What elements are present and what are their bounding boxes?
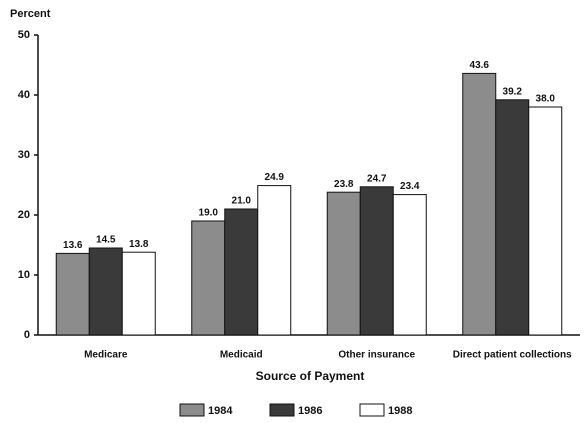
value-label: 21.0 [232, 196, 252, 207]
x-tick-label: Direct patient collections [453, 350, 572, 361]
y-tick-label: 50 [18, 29, 30, 41]
x-axis-label: Source of Payment [256, 369, 365, 383]
legend-label: 1984 [208, 405, 233, 417]
bar [257, 185, 292, 336]
bar [224, 208, 259, 336]
legend-swatch [269, 403, 295, 417]
y-tick-label: 40 [18, 89, 30, 101]
legend-label: 1988 [388, 405, 412, 417]
y-axis-label: Percent [10, 8, 51, 20]
legend-swatch [179, 403, 205, 417]
value-label: 19.0 [199, 208, 219, 219]
y-tick-label: 30 [18, 149, 30, 161]
value-label: 23.4 [400, 181, 420, 192]
y-tick-label: 20 [18, 209, 30, 221]
value-label: 24.9 [265, 172, 285, 183]
value-label: 23.8 [334, 179, 354, 190]
legend-swatch [359, 403, 385, 417]
value-label: 13.6 [63, 240, 83, 251]
x-tick-label: Medicaid [220, 350, 263, 361]
value-label: 13.8 [129, 239, 149, 250]
bar [121, 251, 156, 336]
x-tick-label: Medicare [84, 350, 128, 361]
bar [392, 194, 427, 336]
bar [88, 247, 123, 336]
value-label: 38.0 [536, 94, 556, 105]
bar [528, 106, 563, 336]
value-label: 24.7 [367, 173, 387, 184]
bar [55, 252, 90, 336]
value-label: 14.5 [96, 235, 116, 246]
y-tick-label: 10 [18, 269, 30, 281]
x-tick-label: Other insurance [338, 350, 415, 361]
bar [495, 99, 530, 336]
value-label: 39.2 [503, 86, 523, 97]
bar [326, 191, 361, 336]
value-label: 43.6 [470, 60, 490, 71]
bar [359, 186, 394, 336]
y-tick-label: 0 [24, 329, 30, 341]
legend-label: 1986 [298, 405, 322, 417]
bar [191, 220, 226, 336]
bar [462, 72, 497, 336]
